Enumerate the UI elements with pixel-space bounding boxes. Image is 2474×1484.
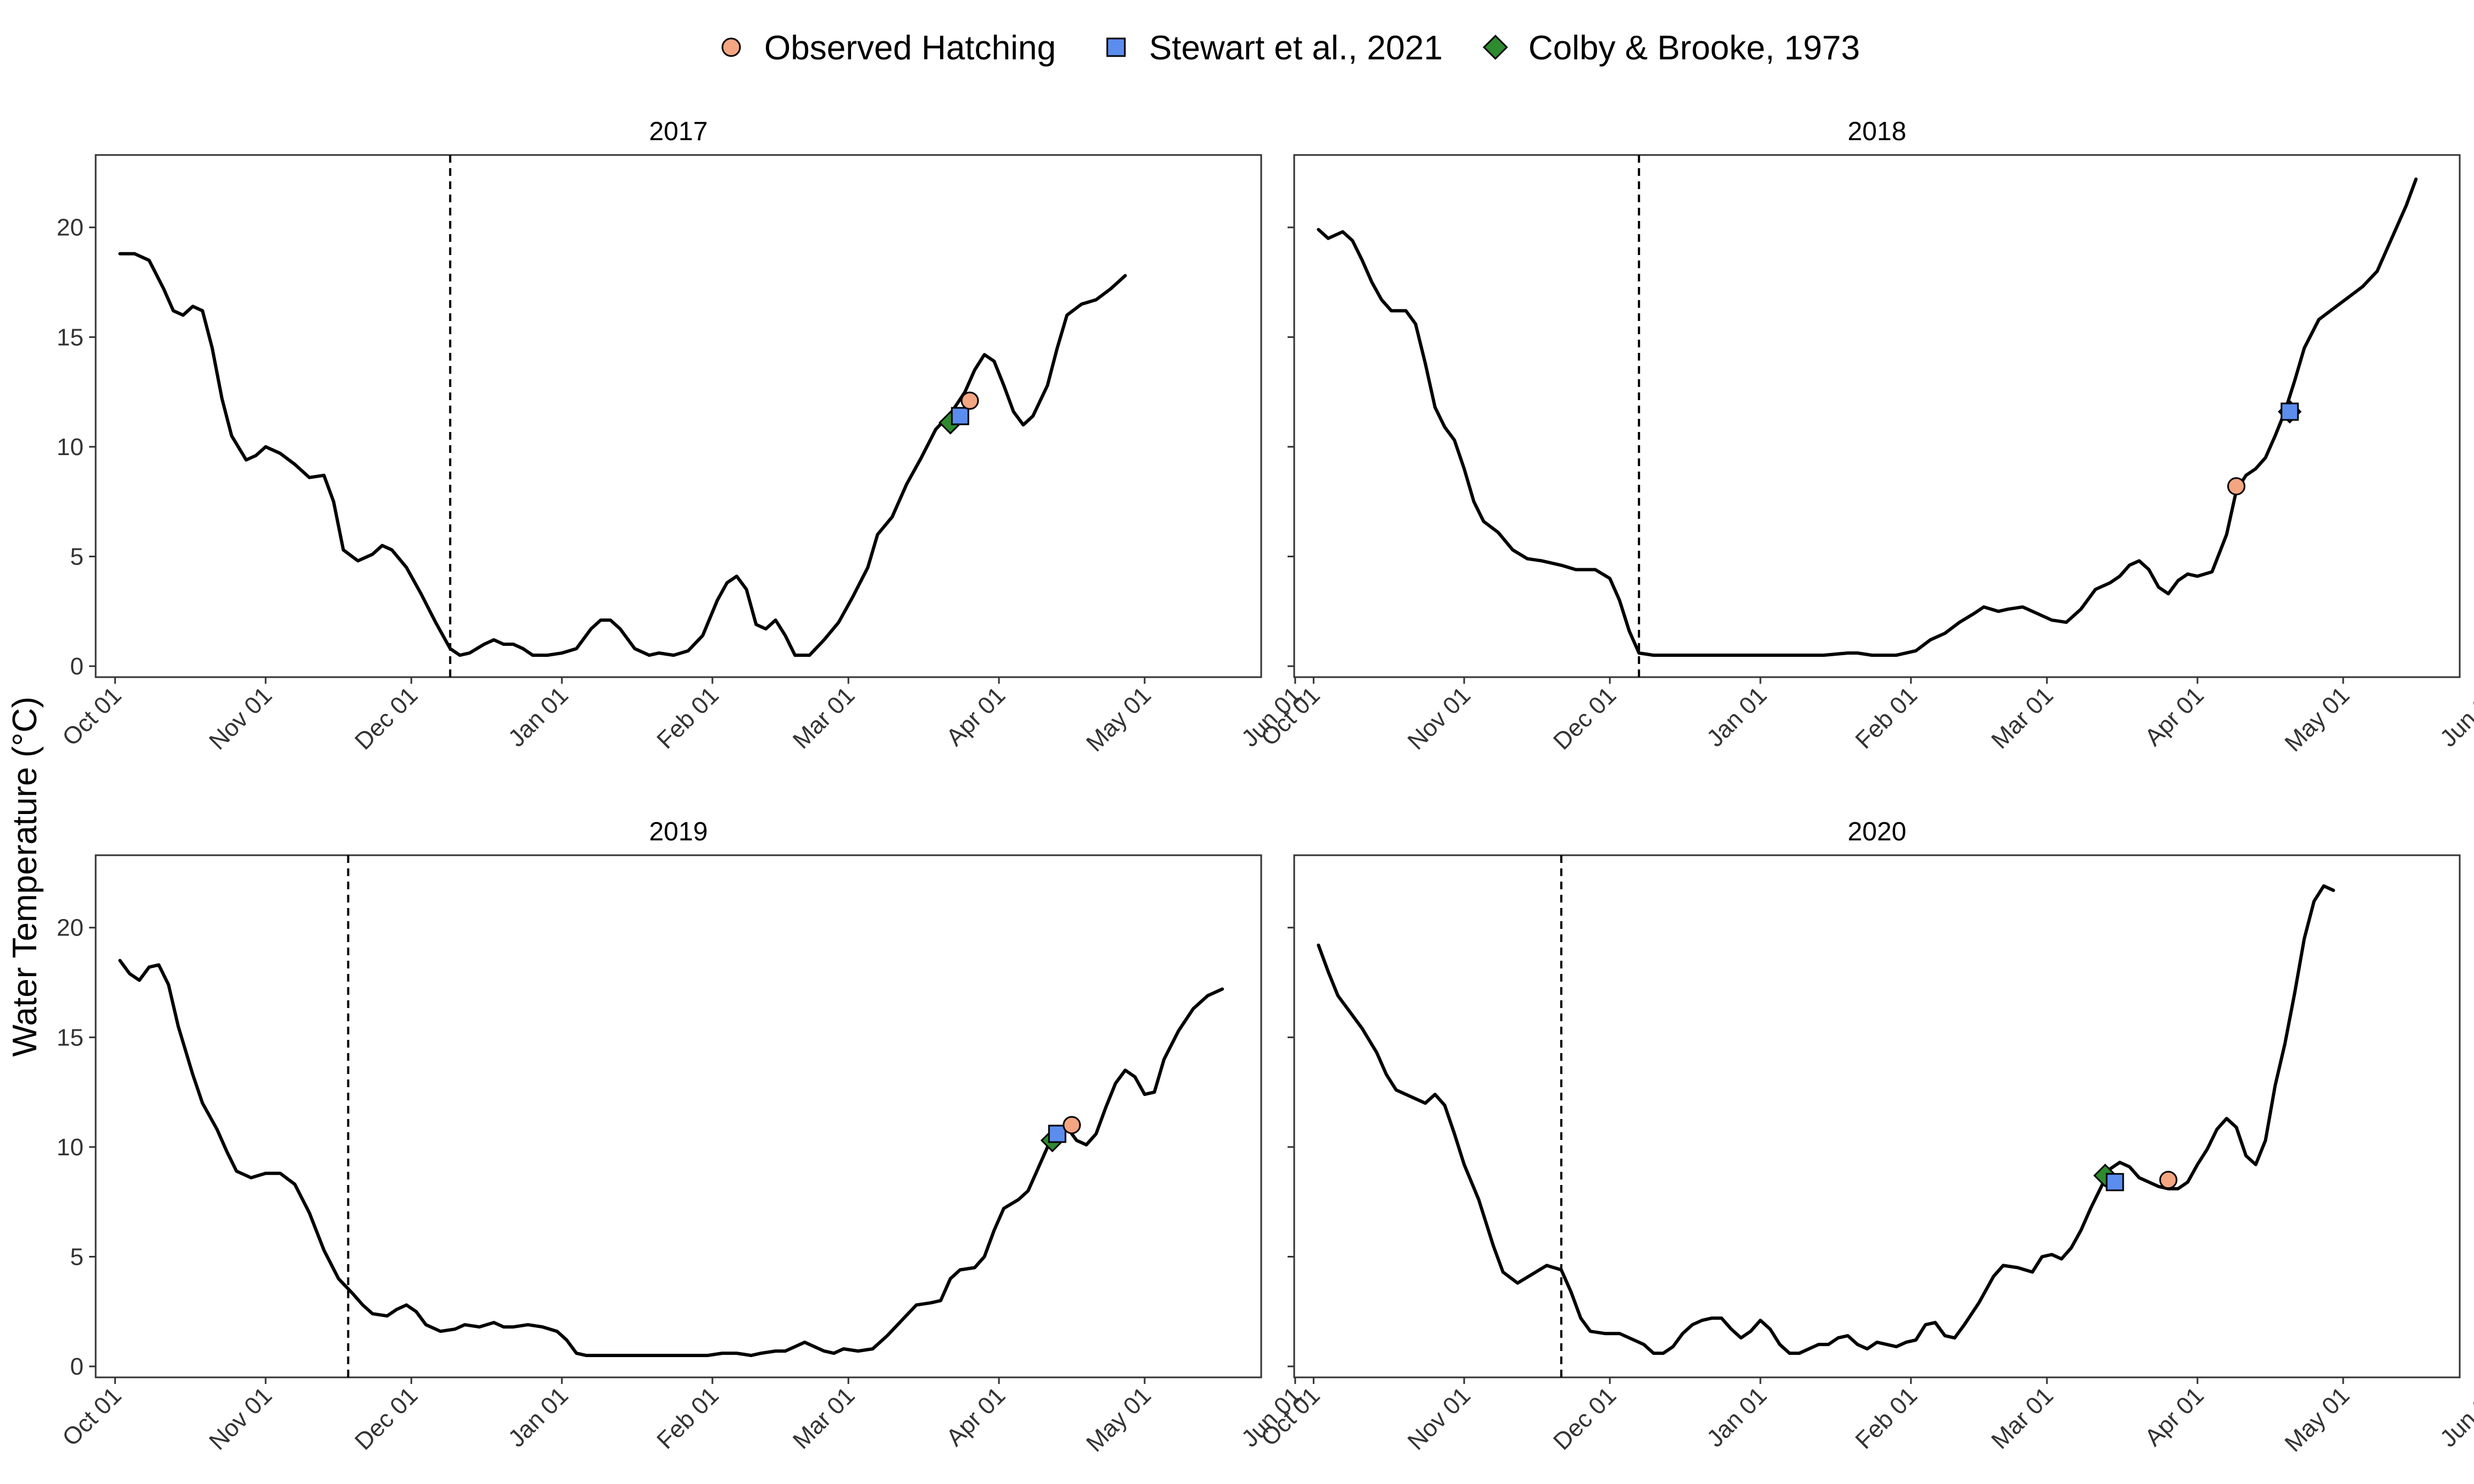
data-point-square <box>2280 402 2299 421</box>
x-tick-label: Oct 01 <box>57 1382 126 1451</box>
x-tick-label: Jan 01 <box>1702 1382 1772 1452</box>
chart-legend: Observed Hatching Stewart et al., 2021 Col… <box>721 29 1860 67</box>
x-tick-label: May 01 <box>2279 1382 2355 1457</box>
data-point-circle <box>2227 477 2246 496</box>
x-tick-label: Nov 01 <box>1402 682 1476 755</box>
panel-frame <box>1293 154 2461 678</box>
x-tick-label: Jan 01 <box>503 682 573 752</box>
x-tick-label: Nov 01 <box>1402 1382 1476 1455</box>
x-tick-label: May 01 <box>1081 682 1156 757</box>
data-point-square <box>951 407 969 425</box>
temperature-line <box>1317 884 2335 1355</box>
panel-title: 2020 <box>1848 817 1907 846</box>
temperature-line <box>118 252 1127 657</box>
x-tick-label: May 01 <box>2279 682 2355 757</box>
x-tick-label: Mar 01 <box>1986 1382 2058 1454</box>
y-tick-label: 5 <box>70 543 84 570</box>
x-tick-label: Mar 01 <box>788 682 860 754</box>
legend-label: Colby & Brooke, 1973 <box>1528 29 1860 67</box>
panel-frame <box>95 154 1262 678</box>
y-tick-label: 0 <box>70 1353 84 1380</box>
panel-title: 2018 <box>1848 117 1907 146</box>
x-tick-label: Jun 01 <box>2435 682 2474 752</box>
x-tick-label: May 01 <box>1081 1382 1156 1457</box>
x-tick-label: Apr 01 <box>941 682 1010 751</box>
panel-frame <box>95 854 1262 1378</box>
x-tick-label: Apr 01 <box>2140 1382 2209 1451</box>
x-tick-label: Dec 01 <box>350 1382 423 1455</box>
data-point-circle <box>960 391 979 410</box>
x-tick-label: Apr 01 <box>2140 682 2209 751</box>
data-point-square <box>2106 1173 2124 1192</box>
y-tick-label: 20 <box>57 915 84 942</box>
legend-label: Observed Hatching <box>764 29 1056 67</box>
x-tick-label: Feb 01 <box>1850 682 1923 754</box>
y-tick-label: 0 <box>70 653 84 680</box>
x-tick-label: Feb 01 <box>1850 1382 1923 1454</box>
data-point-square <box>1048 1125 1067 1143</box>
x-tick-label: Dec 01 <box>350 682 423 755</box>
panel-2019: 2019 0 5 10 15 20 Oct 01 Nov 01 Dec 01 Jan 01 Feb … <box>57 817 1307 1457</box>
x-tick-label: Feb 01 <box>651 682 724 754</box>
panel-2017: 2017 0 5 10 15 20 Oct 01 Nov 01 Dec 01 Jan 01 Feb … <box>57 117 1307 757</box>
x-tick-label: Mar 01 <box>788 1382 860 1454</box>
legend-marker-circle <box>721 37 741 57</box>
y-tick-label: 15 <box>57 1024 84 1051</box>
panel-frame <box>1293 854 2461 1378</box>
data-point-circle <box>1063 1116 1081 1134</box>
x-tick-label: Jan 01 <box>503 1382 573 1452</box>
temperature-line <box>1317 177 2418 657</box>
panel-title: 2017 <box>649 117 708 146</box>
panel-title: 2019 <box>649 817 708 846</box>
legend-item: Observed Hatching <box>721 29 1056 67</box>
x-tick-label: Apr 01 <box>941 1382 1010 1451</box>
panels: 2017 0 5 10 15 20 Oct 01 Nov 01 Dec 01 Jan 01 Feb … <box>57 117 2474 1457</box>
x-tick-label: Feb 01 <box>651 1382 724 1454</box>
x-tick-label: Oct 01 <box>57 682 126 751</box>
legend-item: Colby & Brooke, 1973 <box>1483 29 1860 67</box>
y-tick-label: 20 <box>57 214 84 241</box>
y-tick-label: 15 <box>57 324 84 351</box>
legend-label: Stewart et al., 2021 <box>1149 29 1443 67</box>
x-tick-label: Jan 01 <box>1702 682 1772 752</box>
y-tick-label: 5 <box>70 1243 84 1270</box>
x-tick-label: Nov 01 <box>204 1382 277 1455</box>
legend-item: Stewart et al., 2021 <box>1106 29 1443 67</box>
x-tick-label: Mar 01 <box>1986 682 2058 754</box>
y-axis-label: Water Temperature (°C) <box>6 696 44 1056</box>
data-point-circle <box>2159 1171 2178 1189</box>
x-tick-label: Dec 01 <box>1548 682 1621 755</box>
y-tick-label: 10 <box>57 1134 84 1161</box>
x-tick-label: Nov 01 <box>204 682 277 755</box>
y-tick-label: 10 <box>57 434 84 461</box>
legend-marker-diamond <box>1483 35 1508 60</box>
x-tick-label: Jun 01 <box>2435 1382 2474 1452</box>
x-tick-label: Dec 01 <box>1548 1382 1621 1455</box>
legend-marker-square <box>1106 37 1126 57</box>
